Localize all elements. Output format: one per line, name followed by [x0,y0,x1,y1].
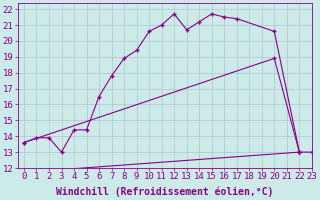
X-axis label: Windchill (Refroidissement éolien,°C): Windchill (Refroidissement éolien,°C) [56,187,274,197]
